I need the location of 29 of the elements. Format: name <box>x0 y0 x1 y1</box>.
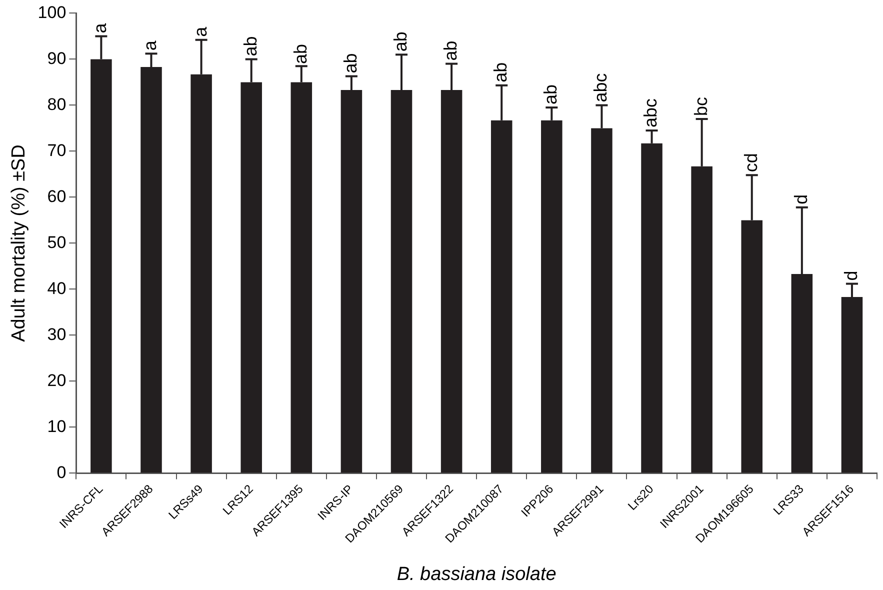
y-tick-label: 70 <box>47 140 66 160</box>
annotation: a <box>140 40 160 51</box>
y-tick-label: 90 <box>47 48 66 68</box>
annotation: a <box>190 26 210 37</box>
annotation: ab <box>540 84 561 105</box>
y-tick-label: 40 <box>47 278 66 298</box>
y-axis-title: Adult mortality (%) ±SD <box>8 144 30 342</box>
y-tick-label: 0 <box>56 462 66 482</box>
annotation: a <box>90 22 110 34</box>
y-tick-label: 100 <box>38 2 66 22</box>
annotation: cd <box>740 153 761 172</box>
annotation: ab <box>340 53 360 74</box>
y-tick-label: 60 <box>47 186 66 206</box>
y-tick-label: 80 <box>47 94 66 114</box>
annotation: ab <box>390 32 410 52</box>
y-tick-label: 50 <box>47 232 66 252</box>
y-tick-label: 20 <box>47 370 66 390</box>
y-tick-label: 10 <box>47 416 66 436</box>
y-tick-label: 30 <box>47 324 66 344</box>
annotation: ab <box>440 40 461 61</box>
x-axis-title: B. bassiana isolate <box>396 564 556 585</box>
annotation: d <box>790 194 811 204</box>
annotation: ab <box>240 36 260 56</box>
annotation: bc <box>690 96 711 116</box>
annotation: ab <box>290 44 310 64</box>
annotation: d <box>840 270 861 281</box>
annotation: abc <box>640 98 661 128</box>
annotation: abc <box>590 73 611 102</box>
annotation: ab <box>490 62 511 82</box>
